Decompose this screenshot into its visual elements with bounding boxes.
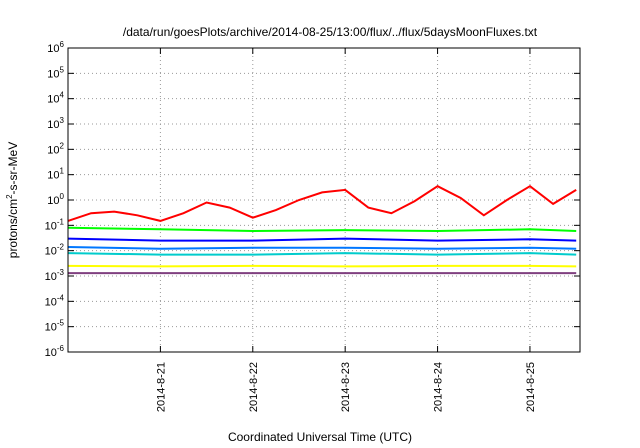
- series-line-5: [67, 246, 577, 250]
- y-axis-label-rest: -s-sr-MeV: [6, 142, 20, 195]
- series-line-4: [67, 252, 577, 256]
- y-tick-label: 10-2: [45, 243, 65, 258]
- y-tick-label: 10-6: [45, 344, 65, 359]
- series-line-6: [67, 264, 577, 268]
- y-tick-label: 104: [47, 91, 64, 106]
- y-tick-label: 105: [47, 65, 64, 80]
- y-tick-label: 103: [47, 116, 64, 131]
- chart-title: /data/run/goesPlots/archive/2014-08-25/1…: [123, 25, 538, 39]
- x-tick-label: 2014-8-23: [340, 362, 352, 412]
- y-axis-label: protons/cm2-s-sr-MeV: [5, 142, 20, 258]
- y-tick-label: 106: [47, 40, 64, 55]
- series-line-3: [67, 237, 577, 242]
- series-group: [67, 184, 577, 275]
- x-axis-label: Coordinated Universal Time (UTC): [228, 430, 412, 444]
- y-tick-label: 10-1: [45, 217, 65, 232]
- x-tick-label: 2014-8-22: [248, 362, 260, 412]
- x-tick-label: 2014-8-24: [433, 362, 445, 412]
- grid: [68, 48, 580, 352]
- y-tick-label: 10-3: [45, 268, 65, 283]
- y-axis-label-sup: 2: [5, 194, 14, 199]
- y-axis-label-base: protons/cm: [6, 199, 20, 258]
- series-line-1: [67, 184, 577, 222]
- y-axis: 10-6 10-5 10-4 10-3 10-2 10-1 100 101 102 103 104 1…: [45, 40, 580, 359]
- y-tick-label: 101: [47, 167, 64, 182]
- y-tick-label: 10-4: [45, 293, 65, 308]
- y-tick-label: 102: [47, 141, 64, 156]
- y-tick-label: 10-5: [45, 319, 65, 334]
- plot-frame: [67, 47, 581, 353]
- x-tick-label: 2014-8-25: [525, 362, 537, 412]
- series-line-2: [67, 226, 577, 233]
- y-tick-label: 100: [47, 192, 64, 207]
- x-axis: 2014-8-21 2014-8-22 2014-8-23 2014-8-24 2014…: [155, 48, 537, 412]
- x-tick-label: 2014-8-21: [155, 362, 167, 412]
